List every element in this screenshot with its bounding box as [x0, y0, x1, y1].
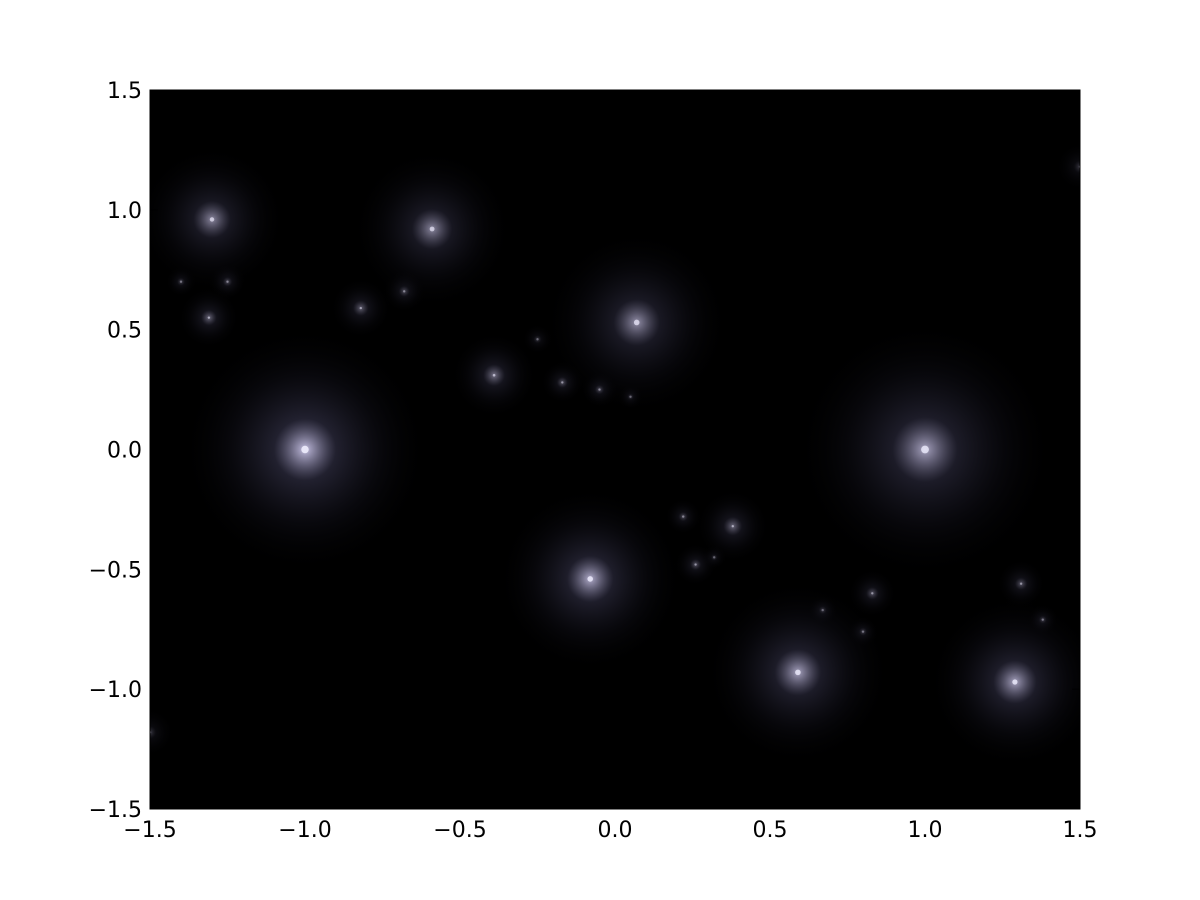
y-tick-label: −1.5: [89, 798, 142, 823]
glow-point: [847, 568, 898, 619]
glow-core: [1041, 618, 1045, 621]
glow-point: [1055, 141, 1080, 192]
glow-core: [598, 388, 601, 391]
glow-core: [682, 515, 685, 518]
glow-point: [540, 360, 584, 405]
glow-core: [821, 608, 824, 612]
y-tick-label: 0.5: [107, 319, 142, 344]
glow-core: [629, 395, 632, 398]
x-axis: −1.5 −1.0 −0.5 0.0 0.5 1.0 1.5: [123, 90, 1098, 843]
glow-point: [618, 384, 643, 410]
glow-core: [713, 556, 716, 559]
glow-core: [633, 319, 640, 326]
glow-core: [1019, 582, 1023, 585]
glow-point: [150, 707, 175, 758]
x-tick-label: −0.5: [433, 818, 486, 843]
x-tick-label: 0.5: [753, 818, 788, 843]
glow-core: [492, 373, 496, 377]
glow-core: [301, 445, 309, 454]
x-tick-label: −1.5: [123, 818, 176, 843]
x-tick-label: 1.0: [908, 818, 943, 843]
glow-core: [536, 338, 539, 341]
glow-core: [561, 381, 564, 384]
glow-point: [807, 594, 839, 626]
glow-core: [429, 226, 435, 232]
y-tick-label: 1.0: [107, 199, 142, 224]
x-tick-label: −1.0: [278, 818, 331, 843]
glow-core: [179, 280, 183, 283]
glow-point: [664, 498, 702, 536]
glow-core: [587, 576, 593, 582]
glow-point: [701, 544, 727, 570]
x-tick-label: 1.5: [1063, 818, 1098, 843]
glow-core: [694, 563, 697, 566]
glow-core: [731, 524, 734, 528]
glow-point: [150, 145, 287, 294]
glow-core: [795, 669, 801, 676]
glow-core: [359, 306, 362, 310]
glow-core: [861, 630, 865, 633]
glow-core: [207, 316, 211, 319]
glow-point: [580, 370, 619, 409]
glow-core: [403, 290, 406, 293]
glow-core: [226, 280, 229, 283]
glow-core: [1012, 679, 1018, 685]
glow-core: [921, 445, 929, 454]
glow-point: [928, 595, 1080, 769]
glow-point: [996, 558, 1046, 609]
glow-point: [847, 616, 879, 648]
glow-point: [1027, 604, 1059, 636]
y-tick-label: 1.5: [107, 79, 142, 104]
heatmap-layer: [150, 141, 1080, 769]
glow-point: [165, 266, 197, 298]
y-tick-label: −1.0: [89, 678, 142, 703]
glow-point: [522, 323, 553, 355]
glow-core: [209, 217, 215, 222]
y-tick-label: 0.0: [107, 439, 142, 464]
glow-point: [208, 263, 247, 301]
y-tick-label: −0.5: [89, 558, 142, 583]
glow-core: [871, 592, 874, 595]
glow-point: [382, 269, 426, 314]
x-tick-label: 0.0: [598, 818, 633, 843]
y-axis: 1.5 1.0 0.5 0.0 −0.5 −1.0 −1.5: [89, 79, 1080, 823]
